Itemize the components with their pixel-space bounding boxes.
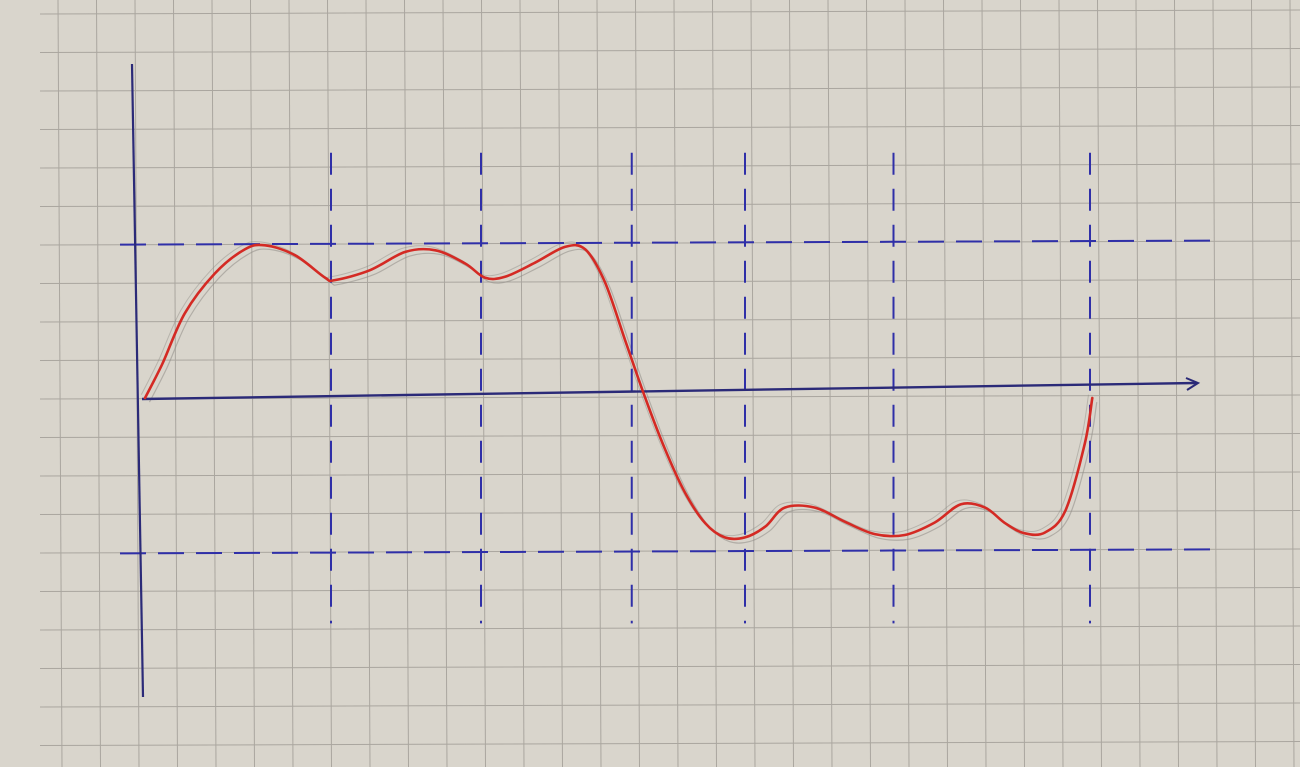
grid-line-vertical	[250, 0, 255, 767]
grid-line-vertical	[789, 0, 794, 767]
grid-line-vertical	[404, 0, 409, 767]
grid-line-vertical	[827, 0, 833, 767]
grid-line-vertical	[211, 0, 217, 767]
grid-line-vertical	[365, 0, 371, 767]
red-curve-line	[143, 243, 1094, 541]
grid-line-horizontal	[39, 356, 1300, 361]
grid-line-vertical	[173, 0, 178, 767]
grid-line-horizontal	[39, 86, 1300, 92]
grid-line-vertical	[866, 0, 871, 767]
grid-line-horizontal	[39, 664, 1300, 669]
x-axis-arrowhead	[1185, 377, 1201, 391]
grid-line-vertical	[327, 0, 332, 767]
grid-line-vertical	[1289, 0, 1295, 767]
grid-line-vertical	[96, 0, 101, 767]
grid-line-vertical	[904, 0, 910, 767]
grid-line-vertical	[943, 0, 948, 767]
grid-line-horizontal	[39, 471, 1300, 477]
grid-line-horizontal	[39, 702, 1300, 708]
grid-line-vertical	[288, 0, 294, 767]
grid-line-horizontal	[39, 741, 1300, 746]
grid-line-horizontal	[39, 9, 1300, 15]
axes	[130, 63, 1201, 698]
grid-line-vertical	[57, 0, 63, 767]
red-curve-layer	[143, 243, 1094, 541]
grid-line-vertical	[1020, 0, 1025, 767]
x-axis	[141, 381, 1197, 401]
grid-line-horizontal	[39, 125, 1300, 130]
grid-line-vertical	[1058, 0, 1064, 767]
grid-line-horizontal	[39, 433, 1300, 438]
y-axis	[130, 63, 145, 698]
grid-line-horizontal	[39, 510, 1300, 515]
grid-line-vertical	[750, 0, 756, 767]
grid-line-vertical	[1251, 0, 1256, 767]
grid-line-vertical	[1212, 0, 1218, 767]
grid-line-horizontal	[39, 625, 1300, 631]
grid-line-vertical	[981, 0, 987, 767]
dashed-horizontal-guide	[119, 239, 1211, 246]
grid-line-horizontal	[39, 48, 1300, 53]
dashed-horizontal-guide	[119, 548, 1211, 555]
